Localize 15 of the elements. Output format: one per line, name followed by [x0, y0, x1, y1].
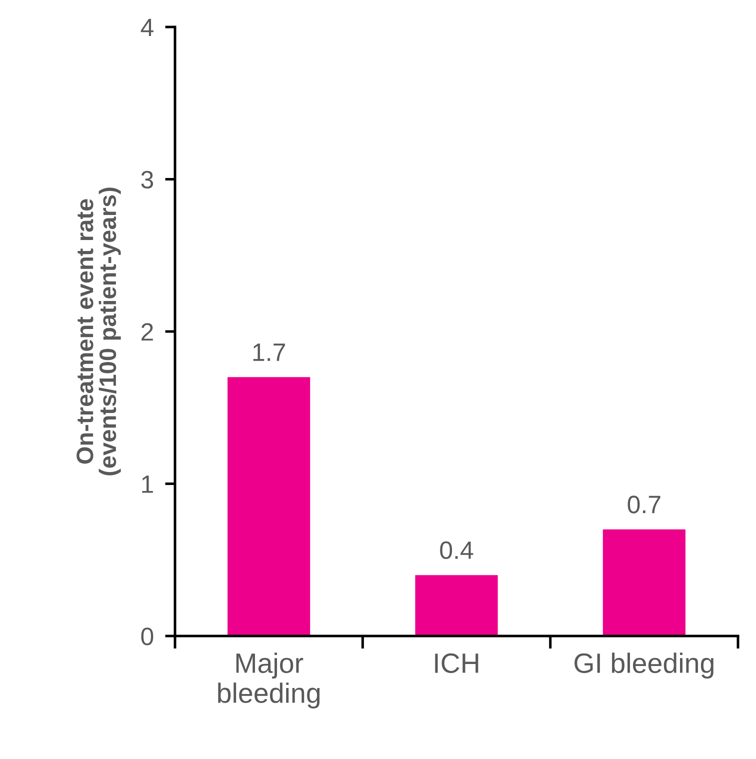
y-tick-label: 4	[140, 18, 154, 36]
y-tick-label: 1	[142, 476, 153, 493]
data-label: 1.7	[253, 344, 285, 361]
x-tick-label: Major bleeding	[218, 652, 320, 708]
bar	[602, 529, 686, 636]
bar	[228, 377, 310, 636]
y-tick-label: 3	[141, 170, 154, 189]
x-tick-label: GI bleeding	[574, 652, 714, 679]
y-tick-label: 0	[141, 628, 154, 646]
data-label: 0.4	[440, 541, 474, 560]
y-axis-title: On-treatment event rate (events/100 patient-years)	[76, 188, 121, 476]
x-tick-label: ICH	[435, 653, 478, 674]
data-label: 0.7	[628, 496, 660, 514]
bar	[415, 575, 498, 636]
y-tick-label: 2	[142, 323, 153, 341]
